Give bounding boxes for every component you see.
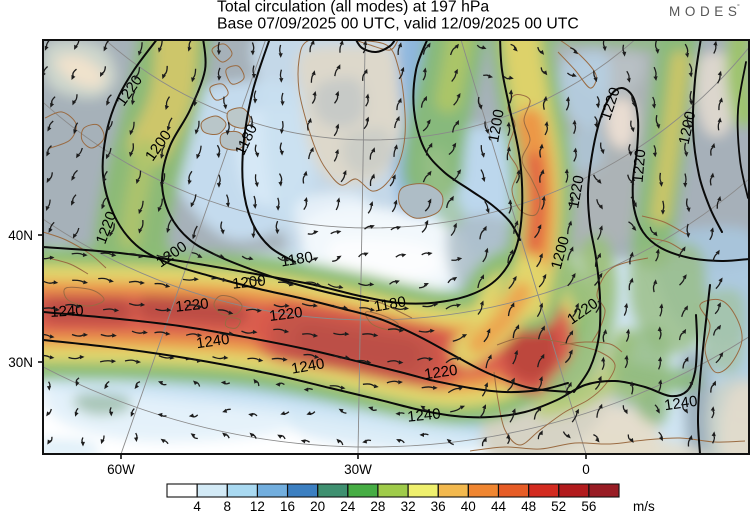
svg-text:20: 20 xyxy=(310,499,325,514)
svg-text:Base 07/09/2025 00 UTC, valid: Base 07/09/2025 00 UTC, valid 12/09/2025… xyxy=(217,16,579,33)
svg-text:1180: 1180 xyxy=(373,293,408,315)
svg-text:°: ° xyxy=(737,3,740,11)
svg-text:1200: 1200 xyxy=(676,110,700,146)
svg-text:16: 16 xyxy=(280,499,295,514)
svg-text:30N: 30N xyxy=(8,355,33,370)
svg-text:1240: 1240 xyxy=(195,331,230,352)
svg-text:44: 44 xyxy=(491,499,507,514)
svg-text:56: 56 xyxy=(581,499,596,514)
svg-text:36: 36 xyxy=(431,499,446,514)
svg-text:40N: 40N xyxy=(8,228,33,243)
svg-text:Total circulation (all modes): Total circulation (all modes) at 197 hPa xyxy=(217,0,489,16)
svg-text:MODES: MODES xyxy=(669,4,742,19)
svg-text:0: 0 xyxy=(582,462,590,477)
svg-text:1220: 1220 xyxy=(565,174,588,210)
svg-text:12: 12 xyxy=(250,499,265,514)
svg-text:52: 52 xyxy=(551,499,566,514)
svg-text:48: 48 xyxy=(521,499,536,514)
svg-text:28: 28 xyxy=(370,499,385,514)
svg-text:4: 4 xyxy=(193,499,201,514)
svg-text:1240: 1240 xyxy=(50,302,84,321)
svg-text:1200: 1200 xyxy=(231,272,266,292)
svg-text:1240: 1240 xyxy=(663,393,698,414)
svg-text:60W: 60W xyxy=(107,462,135,477)
svg-text:1220: 1220 xyxy=(268,304,303,325)
svg-text:m/s: m/s xyxy=(633,499,655,514)
svg-text:1180: 1180 xyxy=(280,249,315,271)
svg-text:30W: 30W xyxy=(344,462,372,477)
svg-text:40: 40 xyxy=(461,499,476,514)
svg-text:1240: 1240 xyxy=(406,405,441,425)
svg-text:8: 8 xyxy=(224,499,232,514)
svg-text:1220: 1220 xyxy=(630,149,650,184)
svg-text:24: 24 xyxy=(340,499,356,514)
svg-text:1240: 1240 xyxy=(290,355,326,378)
svg-text:1200: 1200 xyxy=(485,108,508,144)
svg-text:32: 32 xyxy=(401,499,416,514)
svg-text:1220: 1220 xyxy=(423,362,458,383)
